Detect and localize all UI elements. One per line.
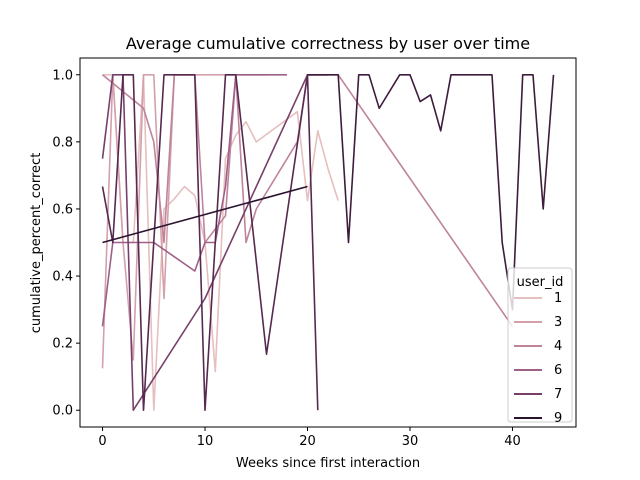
series-layer	[101, 74, 555, 411]
series-line-7	[307, 74, 555, 311]
legend-label: 1	[554, 291, 562, 306]
legend-entries: 1 3 4 6 7 9	[514, 291, 562, 426]
y-axis-title: cumulative_percent_correct	[29, 153, 44, 334]
x-tick-label: 0	[98, 434, 106, 449]
x-axis: 0 10 20 30 40	[98, 427, 521, 449]
legend: user_id 1 3 4 6 7 9	[507, 267, 573, 426]
x-tick-label: 40	[504, 434, 521, 449]
legend-label: 3	[554, 315, 562, 330]
y-tick-label: 0.0	[52, 404, 73, 419]
series-line-2	[101, 74, 267, 369]
chart-title: Average cumulative correctness by user o…	[126, 34, 530, 53]
plot-frame	[79, 57, 577, 428]
legend-label: 4	[554, 339, 562, 354]
x-tick-label: 30	[402, 434, 419, 449]
legend-label: 9	[554, 411, 562, 426]
y-tick-label: 0.2	[52, 337, 73, 352]
legend-title: user_id	[517, 275, 564, 290]
y-tick-label: 1.0	[52, 68, 73, 83]
legend-label: 6	[554, 363, 562, 378]
legend-label: 7	[554, 387, 562, 402]
y-tick-label: 0.4	[52, 270, 73, 285]
x-axis-title: Weeks since first interaction	[236, 456, 420, 471]
x-tick-label: 10	[197, 434, 214, 449]
series-line-6	[101, 74, 319, 411]
y-tick-label: 0.6	[52, 202, 73, 217]
y-axis: 0.0 0.2 0.4 0.6 0.8 1.0	[52, 68, 80, 419]
series-line-8	[102, 185, 308, 244]
y-tick-label: 0.8	[52, 135, 73, 150]
x-tick-label: 20	[299, 434, 316, 449]
